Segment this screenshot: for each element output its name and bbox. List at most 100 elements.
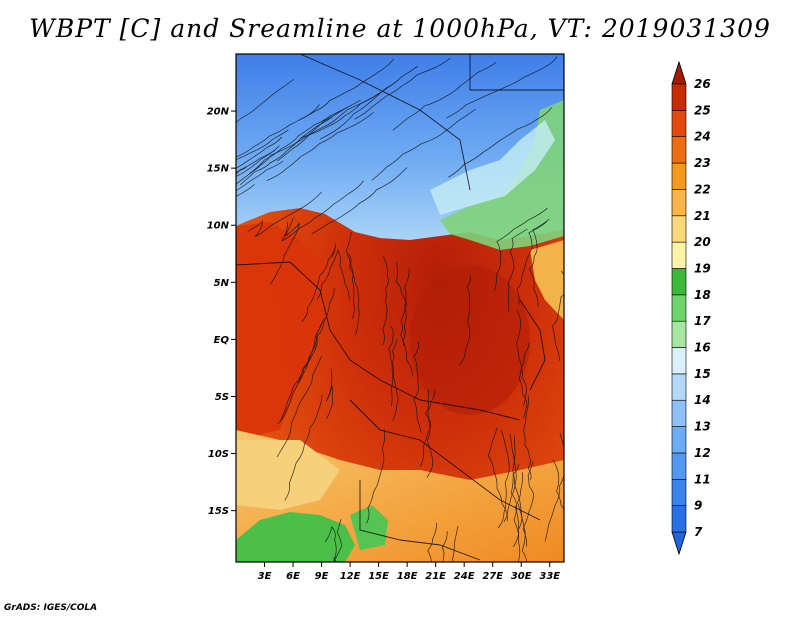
- streamline: [324, 526, 337, 562]
- streamline: [236, 104, 320, 158]
- lon-tick-label: 24E: [454, 571, 475, 582]
- colorbar-label: 23: [694, 156, 711, 170]
- colorbar-segment: [671, 294, 687, 322]
- streamline: [544, 432, 564, 542]
- colorbar-segment: [671, 478, 687, 506]
- lon-tick-label: 27E: [482, 571, 503, 582]
- colorbar-segment: [671, 347, 687, 375]
- colorbar-label: 12: [694, 446, 711, 460]
- colorbar-label: 26: [694, 77, 711, 91]
- colorbar-label: 16: [694, 341, 711, 355]
- colorbar-segment: [671, 110, 687, 138]
- colorbar-label: 9: [694, 499, 702, 513]
- streamline: [236, 129, 289, 161]
- colorbar-label: 25: [694, 103, 711, 117]
- streamline: [276, 92, 381, 162]
- map-title: WBPT [C] and Sreamline at 1000hPa, VT: 2…: [29, 14, 771, 43]
- streamline: [236, 160, 284, 192]
- lon-tick-label: 6E: [286, 571, 300, 582]
- colorbar-label: 19: [694, 261, 711, 275]
- credit-label: GrADS: IGES/COLA: [4, 603, 98, 613]
- streamline: [298, 58, 395, 121]
- longitude-axis: 3E 6E 9E 12E 15E 18E 21E 24E 27E 30E 33E: [258, 562, 560, 582]
- streamline: [269, 217, 300, 285]
- colorbar-label: 18: [694, 288, 711, 302]
- lat-tick-label: 5S: [215, 392, 229, 403]
- streamline: [419, 389, 436, 467]
- streamline: [382, 256, 389, 346]
- streamline: [518, 342, 530, 419]
- lat-tick-label: 15N: [207, 164, 230, 175]
- lat-tick-label: 15S: [208, 506, 229, 517]
- colorbar-over-arrow: [671, 60, 687, 85]
- lon-tick-label: 9E: [315, 571, 329, 582]
- streamline: [266, 112, 374, 182]
- colorbar-label: 21: [694, 209, 711, 223]
- streamline: [517, 472, 527, 562]
- lat-tick-label: 10N: [207, 221, 230, 232]
- colorbar-segment: [671, 426, 687, 454]
- colorbar-segment: [671, 189, 687, 217]
- colorbar-label: 14: [694, 393, 711, 407]
- colorbar-segment: [671, 83, 687, 111]
- colorbar-label: 13: [694, 420, 711, 434]
- streamline: [297, 288, 335, 384]
- streamline: [426, 389, 434, 478]
- streamline: [276, 355, 323, 458]
- latitude-axis: 20N 15N 10N 5N EQ 5S 10S 15S: [207, 107, 236, 517]
- streamline: [239, 116, 333, 186]
- streamline: [446, 56, 558, 119]
- streamline: [487, 427, 508, 522]
- streamline: [391, 338, 399, 421]
- streamline: [277, 323, 322, 425]
- streamline: [523, 395, 532, 481]
- streamline: [301, 243, 337, 323]
- streamline: [236, 145, 280, 177]
- lon-tick-label: 3E: [258, 571, 272, 582]
- streamline: [325, 368, 334, 420]
- streamline: [507, 228, 528, 312]
- streamline: [334, 519, 342, 562]
- streamline: [516, 310, 527, 407]
- lon-tick-label: 18E: [397, 571, 418, 582]
- streamline: [413, 342, 422, 433]
- streamline: [552, 459, 564, 511]
- streamline: [236, 136, 282, 169]
- streamline: [497, 429, 510, 529]
- streamline: [348, 253, 360, 336]
- map-frame: [235, 53, 565, 563]
- streamline: [551, 270, 564, 361]
- streamline: [279, 318, 325, 422]
- colorbar-segment: [671, 373, 687, 401]
- colorbar-segment: [671, 241, 687, 269]
- lat-tick-label: EQ: [214, 335, 230, 346]
- streamline: [236, 150, 276, 175]
- streamline: [402, 268, 413, 377]
- lon-tick-label: 12E: [340, 571, 361, 582]
- streamline: [345, 231, 355, 320]
- colorbar-segment: [671, 215, 687, 243]
- colorbar-label: 20: [694, 235, 711, 249]
- colorbar-segment: [671, 268, 687, 296]
- streamline: [371, 108, 476, 181]
- lon-tick-label: 21E: [425, 571, 446, 582]
- streamline: [236, 167, 247, 173]
- colorbar-segment: [671, 136, 687, 164]
- streamline: [236, 184, 255, 197]
- streamline: [452, 526, 459, 562]
- colorbar-segment: [671, 162, 687, 190]
- streamline: [317, 249, 350, 301]
- streamline: [448, 107, 552, 178]
- colorbar-segment: [671, 399, 687, 427]
- streamline: [247, 191, 323, 238]
- streamline: [366, 429, 386, 524]
- streamline: [522, 460, 534, 547]
- streamline: [510, 463, 519, 547]
- streamline: [395, 262, 408, 346]
- streamline: [427, 522, 437, 562]
- streamline: [516, 221, 548, 305]
- colorbar: 7 9 11 12 13 14 15 16 17 18 19 20 21 22 23 24 25 26: [671, 60, 711, 556]
- lon-tick-label: 30E: [511, 571, 532, 582]
- colorbar-label: 11: [694, 472, 711, 486]
